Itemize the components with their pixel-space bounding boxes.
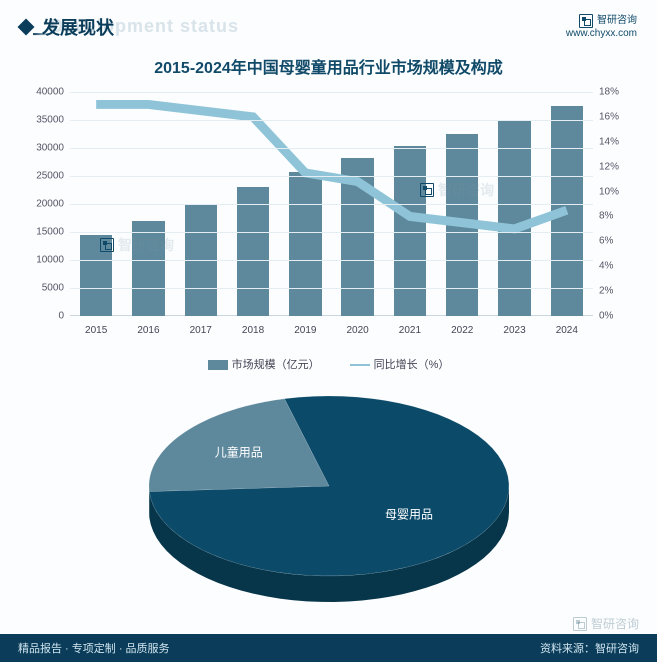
footer-right: 资料来源：智研咨询 (540, 640, 639, 656)
ytick-right: 2% (599, 286, 633, 297)
ytick-left: 30000 (24, 143, 64, 154)
watermark-bottom: 智研咨询 (573, 615, 639, 632)
x-label: 2017 (175, 325, 227, 336)
ytick-right: 0% (599, 311, 633, 322)
x-label: 2022 (436, 325, 488, 336)
gridline (70, 176, 593, 177)
brand-url: www.chyxx.com (566, 28, 637, 40)
ytick-left: 5000 (24, 283, 64, 294)
x-label: 2020 (331, 325, 383, 336)
ytick-right: 12% (599, 161, 633, 172)
chart-legend: 市场规模（亿元） 同比增长（%） (0, 356, 657, 372)
ytick-right: 16% (599, 111, 633, 122)
ytick-right: 6% (599, 236, 633, 247)
ytick-left: 20000 (24, 199, 64, 210)
pie-svg: 母婴用品 儿童用品 (109, 376, 549, 616)
gridline (70, 204, 593, 205)
gridline (70, 232, 593, 233)
brand-block: 智研咨询 www.chyxx.com (566, 14, 637, 40)
combo-chart: 2015201620172018201920202021202220232024… (24, 92, 633, 352)
ytick-left: 10000 (24, 255, 64, 266)
brand-logo-icon (579, 14, 593, 28)
legend-line: 同比增长（%） (350, 356, 450, 372)
ytick-left: 25000 (24, 171, 64, 182)
footer-bar: 精品报告 · 专项定制 · 品质服务 资料来源：智研咨询 (0, 634, 657, 662)
ytick-left: 15000 (24, 227, 64, 238)
ytick-right: 18% (599, 87, 633, 98)
brand-name: 智研咨询 (597, 15, 637, 27)
x-label: 2021 (384, 325, 436, 336)
pie-slice-label: 母婴用品 (385, 507, 433, 521)
gridline (70, 92, 593, 93)
gridline (70, 288, 593, 289)
watermark-1: 智研咨询 (420, 180, 494, 200)
ytick-right: 8% (599, 211, 633, 222)
header-left: Development status 发展现状 (20, 14, 114, 40)
gridline (70, 260, 593, 261)
gridline (70, 120, 593, 121)
ytick-left: 35000 (24, 115, 64, 126)
ytick-right: 4% (599, 261, 633, 272)
header-bar: Development status 发展现状 智研咨询 www.chyxx.c… (0, 0, 657, 46)
ytick-right: 14% (599, 136, 633, 147)
pie-slice-label: 儿童用品 (214, 444, 262, 459)
x-label: 2016 (122, 325, 174, 336)
ytick-right: 10% (599, 186, 633, 197)
legend-bar: 市场规模（亿元） (208, 356, 320, 372)
diamond-icon (18, 19, 35, 36)
footer-left: 精品报告 · 专项定制 · 品质服务 (18, 640, 170, 656)
watermark-2: 智研咨询 (100, 235, 174, 255)
section-title: 发展现状 (42, 14, 114, 40)
x-label: 2015 (70, 325, 122, 336)
x-label: 2023 (488, 325, 540, 336)
x-label: 2018 (227, 325, 279, 336)
x-label: 2019 (279, 325, 331, 336)
ytick-left: 0 (24, 311, 64, 322)
ytick-left: 40000 (24, 87, 64, 98)
x-label: 2024 (541, 325, 593, 336)
chart-title: 2015-2024年中国母婴童用品行业市场规模及构成 (0, 54, 657, 78)
pie-chart: 母婴用品 儿童用品 (0, 376, 657, 616)
gridline (70, 148, 593, 149)
